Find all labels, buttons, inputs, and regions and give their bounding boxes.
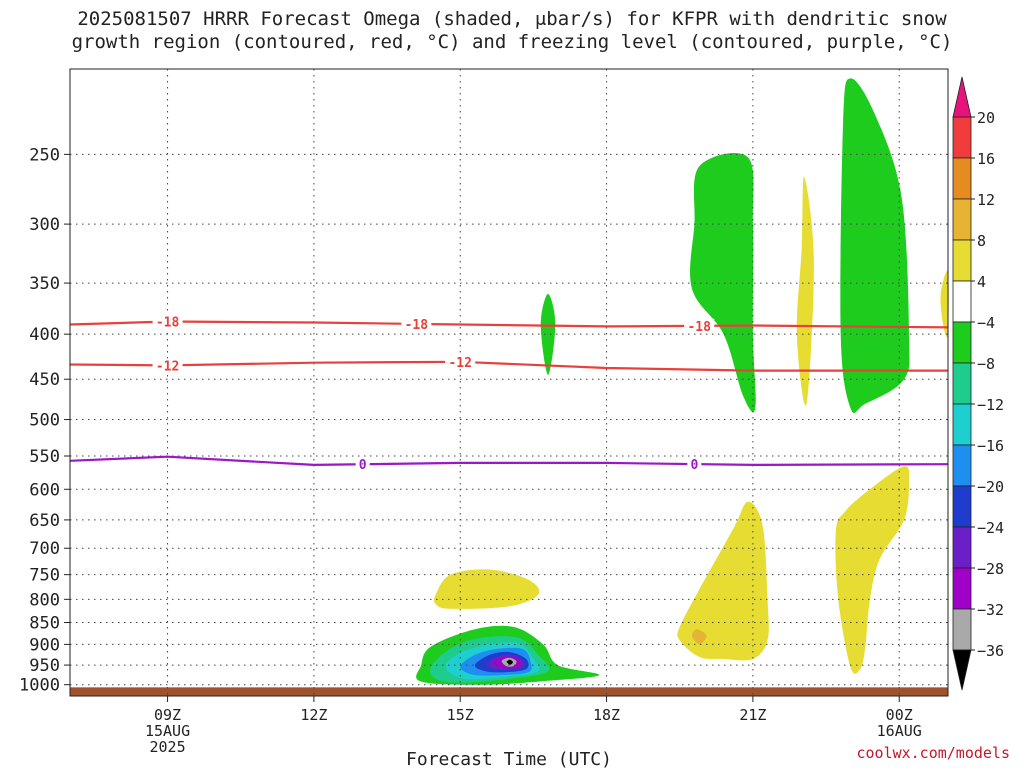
colorbar-band-11	[952, 567, 972, 610]
x-tick-label-1: 12Z	[300, 706, 327, 724]
colorbar-band-4	[952, 280, 972, 323]
omega-region-0	[540, 293, 556, 375]
colorbar-band-3	[952, 239, 972, 282]
omega-region-2	[840, 78, 910, 414]
colorbar-label-2: 12	[977, 191, 995, 209]
chart-title-line-1: 2025081507 HRRR Forecast Omega (shaded, …	[77, 8, 947, 30]
colorbar-label-6: −8	[977, 355, 995, 373]
colorbar-band-6	[952, 362, 972, 405]
contour-label-0-2: -18	[687, 320, 711, 335]
y-tick-label-11: 800	[29, 590, 60, 610]
gridlines	[70, 69, 948, 696]
x-tick-label-4: 21Z	[739, 706, 766, 724]
contour-line-2	[69, 455, 949, 467]
y-tick-label-12: 850	[29, 614, 60, 634]
y-axis: 2503003504004505005506006507007508008509…	[19, 145, 70, 696]
y-tick-label-13: 900	[29, 635, 60, 655]
omega-shading	[416, 78, 949, 685]
colorbar-label-10: −24	[977, 519, 1004, 537]
colorbar-over-arrow	[952, 76, 972, 118]
omega-region-6	[677, 501, 769, 661]
x-tick-year-0: 2025	[149, 738, 185, 756]
y-tick-label-9: 700	[29, 539, 60, 559]
contour-label-1-1: -12	[448, 356, 471, 371]
contour-label-1-0: -12	[156, 359, 179, 374]
colorbar-label-1: 16	[977, 150, 995, 168]
colorbar-band-10	[952, 526, 972, 569]
contour-label-2-0: 0	[359, 458, 367, 473]
colorbar-label-13: −36	[977, 642, 1004, 660]
colorbar-band-7	[952, 403, 972, 446]
y-tick-label-5: 500	[29, 411, 60, 431]
chart-title: 2025081507 HRRR Forecast Omega (shaded, …	[0, 8, 1024, 54]
colorbar-band-5	[952, 321, 972, 364]
chart-title-line-2: growth region (contoured, red, °C) and f…	[71, 31, 953, 53]
y-tick-label-1: 300	[29, 215, 60, 235]
contour-label-bg-1-0	[152, 358, 183, 373]
contour-label-0-1: -18	[405, 318, 429, 333]
x-tick-label-5: 00Z	[886, 706, 913, 724]
y-tick-label-8: 650	[29, 511, 60, 531]
y-tick-label-0: 250	[29, 145, 60, 165]
contour-line-0	[69, 320, 949, 329]
plot-frame	[69, 68, 949, 697]
colorbar-label-12: −32	[977, 601, 1004, 619]
x-tick-date-5: 16AUG	[877, 722, 922, 740]
contour-label-2-1: 0	[690, 458, 698, 473]
colorbar-label-5: −4	[977, 314, 995, 332]
contour-label-bg-2-1	[687, 457, 702, 472]
y-tick-label-7: 600	[29, 480, 60, 500]
colorbar-band-2	[952, 198, 972, 241]
x-tick-label-3: 18Z	[593, 706, 620, 724]
isotherm-contours: -18 -18 -18 -12 -12 0 0	[69, 314, 949, 473]
credit-text: coolwx.com/models	[856, 744, 1010, 762]
y-tick-label-3: 400	[29, 325, 60, 345]
omega-region-5	[434, 569, 540, 609]
terrain-band	[70, 687, 948, 696]
contour-label-bg-0-2	[684, 318, 715, 333]
y-tick-label-15: 1000	[19, 676, 60, 696]
omega-region-8	[691, 629, 707, 645]
y-tick-label-10: 750	[29, 566, 60, 586]
colorbar-band-1	[952, 157, 972, 200]
contour-label-bg-0-0	[152, 314, 183, 329]
omega-region-3	[796, 176, 814, 406]
colorbar-label-3: 8	[977, 232, 986, 250]
x-axis-title: Forecast Time (UTC)	[406, 749, 612, 768]
omega-region-1	[690, 152, 756, 413]
y-tick-label-6: 550	[29, 447, 60, 467]
contour-label-bg-0-1	[401, 316, 432, 331]
colorbar-under-arrow	[952, 649, 972, 691]
colorbar-band-12	[952, 608, 972, 651]
colorbar-label-8: −16	[977, 437, 1004, 455]
x-tick-label-2: 15Z	[447, 706, 474, 724]
colorbar-label-7: −12	[977, 396, 1004, 414]
terrain-layer	[70, 687, 948, 696]
contour-label-bg-2-0	[355, 457, 370, 472]
contour-label-bg-1-1	[445, 354, 476, 369]
colorbar-label-11: −28	[977, 560, 1004, 578]
colorbar-band-0	[952, 116, 972, 159]
x-tick-label-0: 09Z	[154, 706, 181, 724]
contour-label-0-0: -18	[156, 316, 180, 331]
colorbar-band-8	[952, 444, 972, 487]
y-tick-label-2: 350	[29, 274, 60, 294]
colorbar: 20 16 12 8 4 −4 −8 −12 −16 −20 −24 −28 −32 −36	[952, 76, 1004, 691]
colorbar-label-9: −20	[977, 478, 1004, 496]
y-tick-label-4: 450	[29, 370, 60, 390]
omega-region-4	[940, 270, 949, 338]
omega-region-7	[835, 466, 910, 674]
omega-region-17	[506, 659, 513, 665]
colorbar-band-9	[952, 485, 972, 528]
colorbar-label-0: 20	[977, 109, 995, 127]
colorbar-label-4: 4	[977, 273, 986, 291]
contour-line-1	[69, 360, 948, 372]
y-tick-label-14: 950	[29, 656, 60, 676]
x-tick-date-0: 15AUG	[145, 722, 190, 740]
